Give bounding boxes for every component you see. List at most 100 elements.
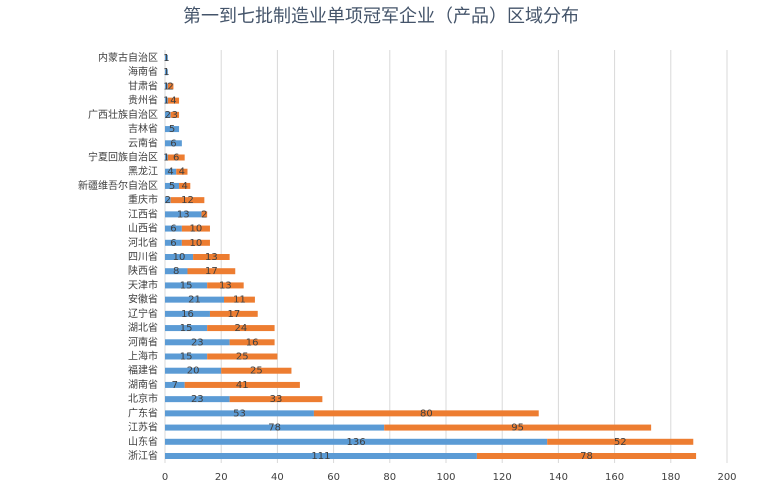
- bar-segment: [165, 140, 182, 147]
- data-label: 23: [191, 337, 204, 348]
- data-label: 5: [169, 124, 175, 135]
- data-label: 17: [205, 266, 218, 277]
- y-tick-label: 贵州省: [128, 94, 158, 107]
- bar-segment: [167, 83, 174, 90]
- data-label: 4: [170, 96, 176, 107]
- bar-segment: [165, 254, 194, 260]
- y-tick-label: 山东省: [128, 435, 158, 448]
- bar-segment: [165, 97, 168, 104]
- bar-segment: [179, 182, 191, 189]
- data-label: 6: [173, 153, 179, 164]
- bar-segment: [165, 55, 168, 61]
- bar-segment: [165, 111, 171, 118]
- bar-segment: [207, 353, 278, 360]
- data-label: 3: [172, 110, 178, 121]
- data-label: 10: [190, 238, 203, 249]
- y-tick-label: 重庆市: [128, 193, 158, 206]
- bar-segment: [224, 296, 255, 303]
- bar-segment: [384, 424, 652, 431]
- bar-segment: [167, 97, 180, 104]
- y-tick-label: 河北省: [128, 236, 158, 249]
- bar-segment: [165, 154, 168, 161]
- data-label: 1: [163, 153, 169, 164]
- data-label: 2: [167, 81, 173, 92]
- bar-segment: [313, 410, 539, 417]
- bar-segment: [165, 367, 222, 374]
- x-tick-label: 60: [327, 472, 340, 483]
- y-tick-label: 云南省: [128, 136, 158, 149]
- data-label: 13: [177, 209, 190, 220]
- bar-segment: [207, 325, 275, 332]
- data-label: 15: [180, 323, 193, 334]
- data-label: 15: [180, 352, 193, 363]
- y-tick-label: 海南省: [128, 65, 158, 78]
- x-tick-label: 120: [493, 472, 512, 483]
- data-label: 2: [165, 195, 171, 206]
- bar-segment: [165, 197, 171, 204]
- bar-segment: [193, 254, 230, 260]
- data-label: 23: [191, 394, 204, 405]
- bar-segment: [165, 239, 182, 246]
- data-label: 2: [165, 110, 171, 121]
- bar-segment: [165, 438, 548, 445]
- x-tick-label: 180: [661, 472, 680, 483]
- data-label: 41: [236, 380, 249, 391]
- data-label: 11: [233, 295, 246, 306]
- data-label: 5: [169, 181, 175, 192]
- data-label: 24: [235, 323, 248, 334]
- y-tick-label: 广西壮族自治区: [88, 108, 158, 121]
- bar-segment: [209, 310, 258, 317]
- bar-segment: [184, 381, 300, 388]
- bar-segment: [165, 126, 180, 133]
- bar-segment: [165, 453, 477, 459]
- y-tick-label: 山西省: [128, 222, 158, 235]
- data-label: 111: [311, 451, 330, 462]
- bar-segment: [165, 325, 208, 332]
- x-tick-label: 20: [215, 472, 228, 483]
- bar-segment: [181, 239, 210, 246]
- bar-segment: [229, 396, 323, 403]
- y-tick-label: 江西省: [128, 207, 158, 220]
- bar-segment: [165, 296, 225, 303]
- bar-segment: [187, 268, 236, 275]
- y-tick-label: 浙江省: [128, 449, 158, 462]
- y-tick-label: 甘肃省: [128, 79, 158, 92]
- y-tick-label: 辽宁省: [128, 307, 158, 320]
- y-tick-label: 吉林省: [128, 122, 158, 135]
- y-tick-label: 湖南省: [128, 378, 158, 391]
- data-label: 4: [179, 167, 185, 178]
- data-label: 6: [170, 138, 176, 149]
- bar-segment: [165, 353, 208, 360]
- bar-segment: [165, 69, 168, 76]
- y-tick-label: 四川省: [128, 250, 158, 263]
- y-tick-label: 黑龙江: [128, 165, 158, 178]
- y-tick-label: 广东省: [128, 406, 158, 419]
- bar-segment: [167, 154, 185, 161]
- data-label: 13: [205, 252, 218, 263]
- x-tick-label: 140: [549, 472, 568, 483]
- data-label: 12: [181, 195, 194, 206]
- data-label: 17: [227, 309, 240, 320]
- bar-segment: [165, 310, 210, 317]
- y-tick-label: 湖北省: [128, 321, 158, 334]
- data-label: 4: [181, 181, 187, 192]
- data-label: 1: [163, 96, 169, 107]
- data-label: 33: [270, 394, 283, 405]
- x-tick-label: 0: [162, 472, 168, 483]
- y-tick-label: 内蒙古自治区: [98, 51, 158, 64]
- bar-segment: [165, 83, 168, 90]
- x-tick-label: 40: [271, 472, 284, 483]
- bar-segment: [170, 197, 205, 204]
- y-tick-label: 陕西省: [128, 264, 158, 277]
- bar-segment: [165, 225, 182, 232]
- data-label: 2: [201, 209, 207, 220]
- data-label: 53: [233, 408, 246, 419]
- chart-title: 第一到七批制造业单项冠军企业（产品）区域分布: [183, 6, 579, 27]
- bar-segment: [170, 111, 180, 118]
- y-tick-label: 福建省: [128, 364, 158, 377]
- y-tick-label: 上海市: [128, 350, 158, 363]
- x-tick-label: 80: [383, 472, 396, 483]
- data-label: 7: [172, 380, 178, 391]
- y-tick-label: 天津市: [128, 278, 158, 291]
- data-label: 6: [170, 224, 176, 235]
